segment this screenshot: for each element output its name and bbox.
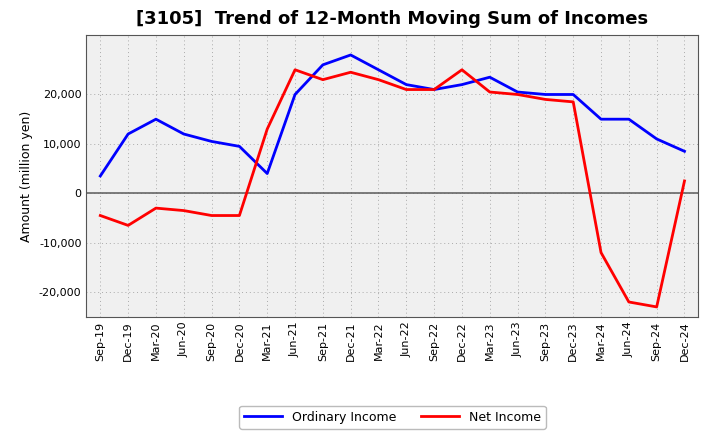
Title: [3105]  Trend of 12-Month Moving Sum of Incomes: [3105] Trend of 12-Month Moving Sum of I…: [136, 10, 649, 28]
Net Income: [374, 77, 383, 82]
Net Income: [597, 250, 606, 255]
Net Income: [179, 208, 188, 213]
Net Income: [96, 213, 104, 218]
Ordinary Income: [597, 117, 606, 122]
Y-axis label: Amount (million yen): Amount (million yen): [20, 110, 33, 242]
Line: Net Income: Net Income: [100, 70, 685, 307]
Net Income: [652, 304, 661, 310]
Net Income: [124, 223, 132, 228]
Ordinary Income: [263, 171, 271, 176]
Net Income: [152, 205, 161, 211]
Ordinary Income: [402, 82, 410, 87]
Net Income: [430, 87, 438, 92]
Net Income: [458, 67, 467, 73]
Ordinary Income: [652, 136, 661, 142]
Ordinary Income: [485, 74, 494, 80]
Ordinary Income: [430, 87, 438, 92]
Ordinary Income: [374, 67, 383, 73]
Ordinary Income: [291, 92, 300, 97]
Ordinary Income: [346, 52, 355, 58]
Ordinary Income: [680, 149, 689, 154]
Net Income: [291, 67, 300, 73]
Ordinary Income: [152, 117, 161, 122]
Ordinary Income: [96, 173, 104, 179]
Ordinary Income: [235, 144, 243, 149]
Net Income: [624, 299, 633, 304]
Net Income: [235, 213, 243, 218]
Net Income: [485, 89, 494, 95]
Ordinary Income: [513, 89, 522, 95]
Ordinary Income: [318, 62, 327, 67]
Ordinary Income: [458, 82, 467, 87]
Ordinary Income: [179, 132, 188, 137]
Net Income: [513, 92, 522, 97]
Net Income: [346, 70, 355, 75]
Net Income: [680, 178, 689, 183]
Ordinary Income: [541, 92, 550, 97]
Ordinary Income: [124, 132, 132, 137]
Ordinary Income: [569, 92, 577, 97]
Net Income: [318, 77, 327, 82]
Line: Ordinary Income: Ordinary Income: [100, 55, 685, 176]
Legend: Ordinary Income, Net Income: Ordinary Income, Net Income: [239, 406, 546, 429]
Net Income: [569, 99, 577, 105]
Net Income: [402, 87, 410, 92]
Net Income: [541, 97, 550, 102]
Net Income: [207, 213, 216, 218]
Ordinary Income: [624, 117, 633, 122]
Ordinary Income: [207, 139, 216, 144]
Net Income: [263, 126, 271, 132]
